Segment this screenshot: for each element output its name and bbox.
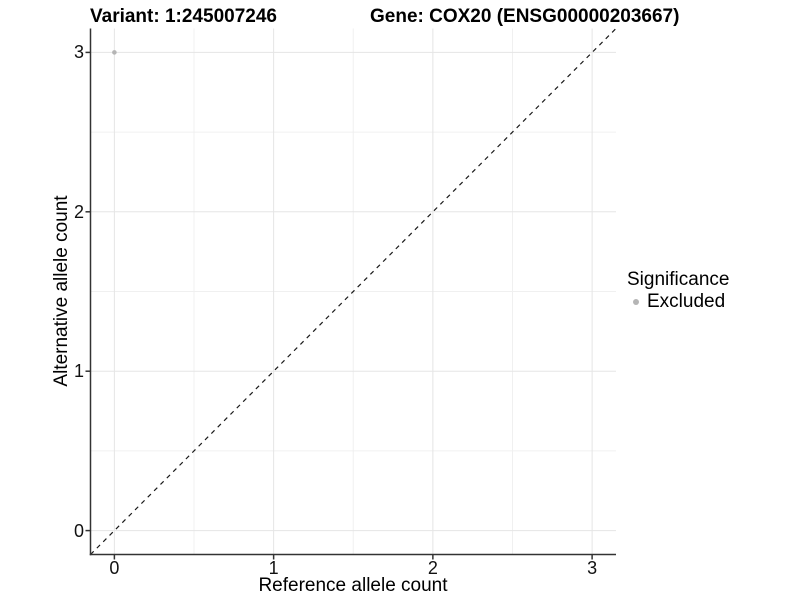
data-point xyxy=(112,50,117,55)
y-tick-label: 2 xyxy=(73,201,84,222)
y-tick-label: 1 xyxy=(73,361,84,382)
y-axis-title: Alternative allele count xyxy=(51,195,72,387)
y-tick-label: 0 xyxy=(73,520,84,541)
legend-key xyxy=(627,294,644,311)
plot-title-variant: Variant: 1:245007246 xyxy=(90,6,277,27)
legend-item-excluded: Excluded xyxy=(627,291,729,313)
x-tick-label: 3 xyxy=(587,558,598,578)
legend-item-label: Excluded xyxy=(647,291,726,312)
x-tick-label: 2 xyxy=(427,558,438,578)
legend-dot-icon xyxy=(632,299,639,305)
legend-title: Significance xyxy=(627,269,730,290)
y-tick-label: 3 xyxy=(73,42,84,63)
plot-title-gene: Gene: COX20 (ENSG00000203667) xyxy=(370,6,680,27)
x-axis-title: Reference allele count xyxy=(258,575,448,596)
x-tick-label: 1 xyxy=(268,558,279,578)
identity-line xyxy=(90,28,617,555)
x-tick-label: 0 xyxy=(109,558,120,578)
legend: Significance Excluded xyxy=(627,268,729,313)
